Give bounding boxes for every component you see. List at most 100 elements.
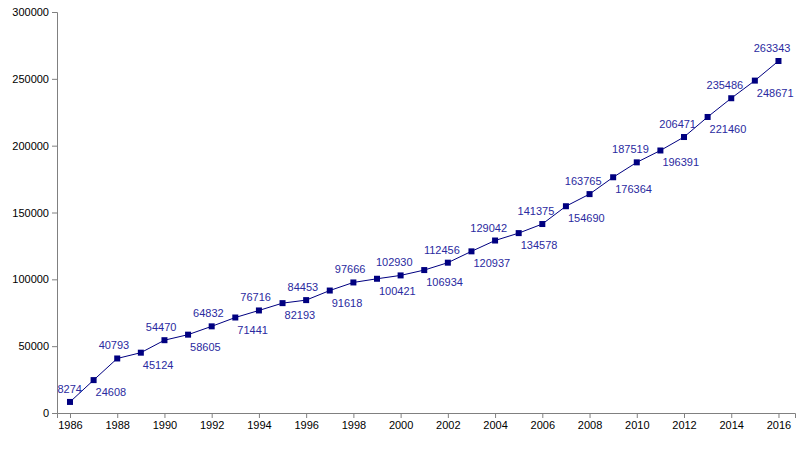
data-label: 64832 xyxy=(193,307,224,319)
data-label: 221460 xyxy=(710,123,747,135)
tick-mark xyxy=(52,346,57,347)
marker xyxy=(563,203,569,209)
tick-label: 2010 xyxy=(625,419,649,431)
tick: 1996 xyxy=(294,413,318,431)
tick-label: 200000 xyxy=(12,140,49,152)
tick-mark xyxy=(401,413,402,418)
series xyxy=(67,58,781,405)
data-label: 112456 xyxy=(424,244,460,256)
marker xyxy=(705,114,711,120)
tick-label: 1986 xyxy=(58,419,82,431)
tick-label: 1994 xyxy=(247,419,271,431)
x-axis: 1986 1988 1990 1992 1994 1996 1998 2000 2002 2004… xyxy=(58,413,796,431)
tick-label: 300000 xyxy=(12,6,49,18)
tick-mark xyxy=(52,12,57,13)
marker xyxy=(185,332,191,338)
tick-mark xyxy=(212,413,213,418)
marker xyxy=(681,134,687,140)
tick-label: 1998 xyxy=(342,419,366,431)
tick: 150000 xyxy=(12,207,57,219)
tick-label: 1990 xyxy=(153,419,177,431)
tick-mark xyxy=(52,213,57,214)
tick: 200000 xyxy=(12,140,57,152)
marker xyxy=(91,377,97,383)
tick-mark xyxy=(70,413,71,418)
axis-line xyxy=(58,414,796,419)
tick-mark xyxy=(778,413,779,418)
tick-label: 100000 xyxy=(12,273,49,285)
marker xyxy=(516,230,522,236)
marker xyxy=(350,279,356,285)
marker xyxy=(492,238,498,244)
tick: 2010 xyxy=(625,413,649,431)
marker xyxy=(303,297,309,303)
tick-label: 2014 xyxy=(719,419,743,431)
data-label: 100421 xyxy=(379,285,416,297)
marker xyxy=(610,174,616,180)
tick-mark xyxy=(448,413,449,418)
tick-mark xyxy=(52,413,57,414)
tick: 2000 xyxy=(389,413,413,431)
marker xyxy=(634,159,640,165)
tick-label: 2008 xyxy=(578,419,602,431)
tick-label: 2012 xyxy=(672,419,696,431)
data-label: 84453 xyxy=(288,281,319,293)
marker xyxy=(657,147,663,153)
marker xyxy=(280,300,286,306)
tick: 1994 xyxy=(247,413,271,431)
data-label: 106934 xyxy=(426,276,463,288)
tick: 1998 xyxy=(342,413,366,431)
data-label: 176364 xyxy=(615,183,652,195)
tick-label: 2016 xyxy=(767,419,791,431)
marker xyxy=(398,272,404,278)
tick: 1990 xyxy=(153,413,177,431)
data-label: 97666 xyxy=(335,263,366,275)
tick-mark xyxy=(684,413,685,418)
tick: 0 xyxy=(43,407,57,419)
tick-mark xyxy=(117,413,118,418)
line xyxy=(70,61,778,402)
data-label: 91618 xyxy=(332,297,363,309)
tick: 250000 xyxy=(12,73,57,85)
tick: 2002 xyxy=(436,413,460,431)
tick: 50000 xyxy=(18,340,57,352)
tick-mark xyxy=(731,413,732,418)
tick: 1988 xyxy=(105,413,129,431)
data-label: 134578 xyxy=(521,239,558,251)
tick-label: 150000 xyxy=(12,207,49,219)
tick: 2004 xyxy=(483,413,507,431)
marker xyxy=(374,276,380,282)
data-label: 235486 xyxy=(707,79,744,91)
marker xyxy=(67,399,73,405)
marker xyxy=(587,191,593,197)
marker xyxy=(114,355,120,361)
marker xyxy=(468,248,474,254)
data-label: 40793 xyxy=(99,339,130,351)
tick: 1986 xyxy=(58,413,82,431)
marker xyxy=(209,323,215,329)
tick-label: 1996 xyxy=(294,419,318,431)
tick-mark xyxy=(495,413,496,418)
tick: 2006 xyxy=(531,413,555,431)
tick: 300000 xyxy=(12,6,57,18)
tick-label: 0 xyxy=(43,407,49,419)
data-label: 129042 xyxy=(470,222,507,234)
data-label: 196391 xyxy=(662,156,699,168)
marker xyxy=(445,260,451,266)
tick-mark xyxy=(52,146,57,147)
marker xyxy=(256,307,262,313)
tick-label: 2004 xyxy=(483,419,507,431)
data-label: 45124 xyxy=(143,359,174,371)
data-label: 102930 xyxy=(376,256,413,268)
tick-label: 50000 xyxy=(18,340,49,352)
tick: 2008 xyxy=(578,413,602,431)
tick-label: 250000 xyxy=(12,73,49,85)
tick: 1992 xyxy=(200,413,224,431)
tick: 2012 xyxy=(672,413,696,431)
marker xyxy=(752,78,758,84)
marker xyxy=(161,337,167,343)
marker xyxy=(232,315,238,321)
data-label: 248671 xyxy=(757,87,794,99)
tick-mark xyxy=(542,413,543,418)
axis-line xyxy=(52,13,58,414)
